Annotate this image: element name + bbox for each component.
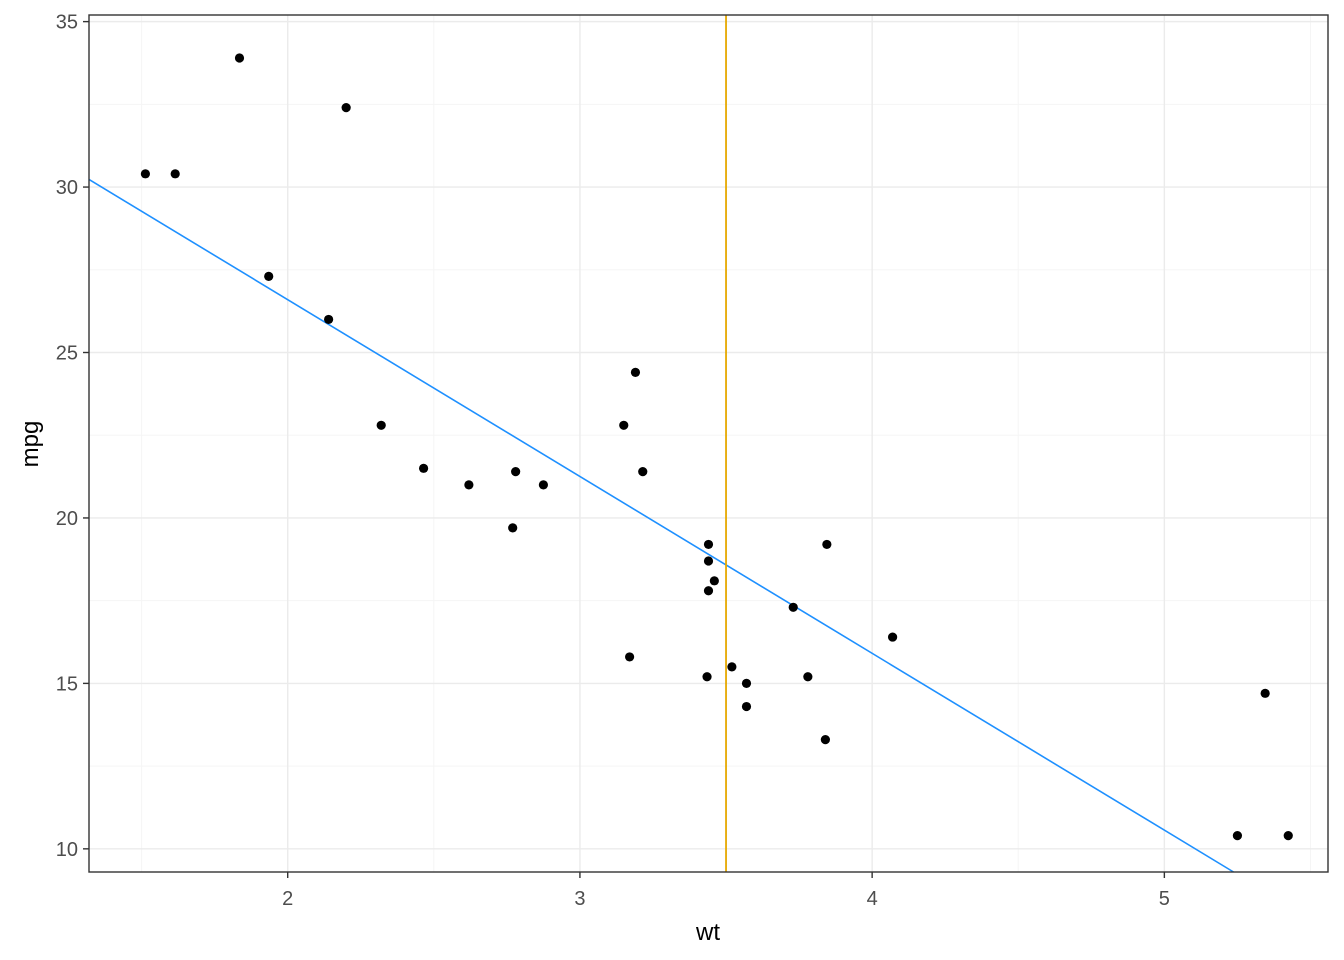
data-point — [702, 672, 712, 682]
x-tick-label: 5 — [1159, 888, 1170, 910]
data-point — [1232, 831, 1243, 841]
data-point — [324, 314, 334, 325]
y-tick-label: 30 — [56, 177, 78, 199]
data-point — [741, 701, 752, 712]
data-point — [630, 367, 641, 377]
x-axis-title: wt — [695, 919, 720, 946]
data-point — [619, 420, 629, 430]
data-point — [170, 169, 180, 179]
y-axis-ticks: 10 15 20 25 30 35 — [56, 12, 89, 861]
data-point — [703, 586, 714, 596]
y-tick-label: 15 — [56, 673, 78, 695]
major-gridlines — [89, 15, 1328, 872]
panel-border — [88, 14, 1329, 873]
data-point — [538, 480, 548, 490]
y-tick-label: 35 — [56, 12, 78, 34]
data-point — [709, 576, 719, 586]
data-point — [140, 169, 150, 179]
y-axis-title: mpg — [17, 421, 44, 468]
x-axis-ticks: 2 3 4 5 — [282, 872, 1170, 910]
data-point — [727, 662, 737, 672]
data-point — [703, 539, 714, 550]
data-point — [264, 271, 274, 282]
data-point — [625, 652, 635, 662]
data-point — [822, 539, 832, 550]
y-tick-label: 20 — [56, 508, 78, 530]
data-points — [140, 53, 1293, 841]
y-tick-label: 10 — [56, 839, 78, 861]
data-point — [741, 678, 752, 688]
data-point — [511, 467, 521, 477]
x-tick-label: 2 — [282, 888, 293, 910]
x-tick-label: 4 — [867, 888, 878, 910]
data-point — [1283, 831, 1293, 841]
data-point — [508, 523, 518, 533]
data-point — [820, 735, 830, 745]
data-point — [1260, 688, 1270, 698]
data-point — [234, 53, 245, 63]
reference-lines — [88, 15, 1234, 873]
data-point — [638, 467, 648, 477]
data-point — [376, 420, 386, 430]
data-point — [887, 632, 898, 642]
x-tick-label: 3 — [574, 888, 585, 910]
y-tick-label: 25 — [56, 343, 78, 365]
data-point — [788, 602, 798, 612]
data-point — [341, 103, 351, 113]
data-point — [418, 463, 429, 473]
data-point — [464, 480, 474, 490]
data-point — [803, 672, 813, 682]
data-point — [703, 556, 714, 566]
regression-line — [88, 178, 1234, 873]
